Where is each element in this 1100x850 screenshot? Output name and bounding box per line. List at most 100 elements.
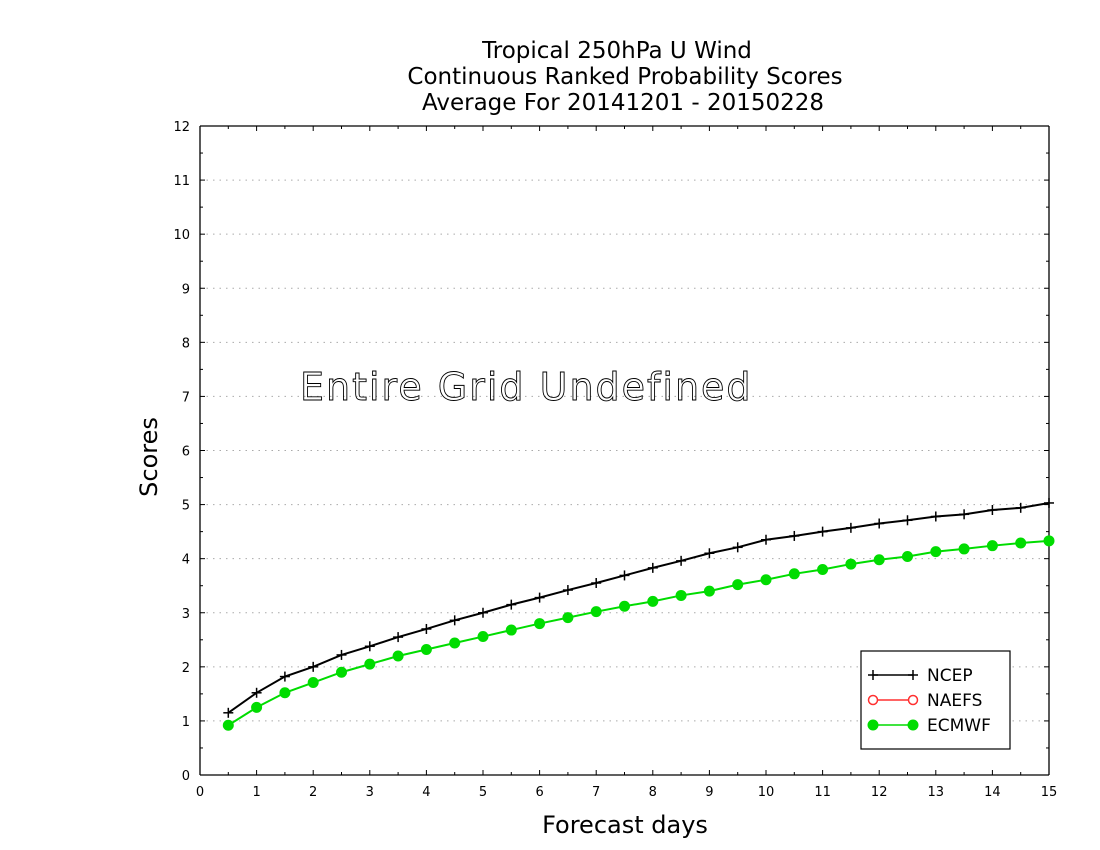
data-point-ecmwf	[788, 568, 800, 580]
data-point-ecmwf	[703, 585, 715, 597]
data-point-ncep	[562, 585, 573, 596]
y-tick-label-6: 6	[182, 445, 190, 460]
data-point-ncep	[959, 509, 970, 520]
data-point-ncep	[761, 534, 771, 545]
legend-item-ecmwf: ECMWF	[867, 716, 991, 736]
data-point-ncep	[874, 518, 885, 529]
series-ncep	[223, 497, 1054, 718]
data-point-ncep	[704, 548, 715, 559]
x-axis-label: Forecast days	[542, 811, 708, 839]
legend-item-naefs: NAEFS	[867, 691, 982, 711]
x-tick-label-0: 0	[196, 785, 204, 800]
y-tick-label-9: 9	[182, 282, 190, 297]
data-point-ncep	[251, 687, 262, 698]
data-point-ecmwf	[477, 631, 489, 643]
data-point-ecmwf	[420, 644, 432, 656]
data-point-ncep	[930, 511, 941, 522]
y-tick-label-7: 7	[182, 390, 190, 405]
data-point-ncep	[364, 641, 375, 652]
x-tick-label-12: 12	[871, 785, 888, 800]
x-tick-label-14: 14	[984, 785, 1001, 800]
y-tick-label-1: 1	[182, 715, 190, 730]
y-tick-label-3: 3	[182, 607, 190, 622]
chart-title-line-1: Tropical 250hPa U Wind	[481, 38, 752, 64]
data-point-ncep	[279, 671, 290, 682]
data-point-ecmwf	[958, 543, 970, 555]
data-point-ecmwf	[817, 563, 829, 575]
data-point-ecmwf	[675, 589, 687, 601]
x-tick-label-8: 8	[649, 785, 657, 800]
x-tick-label-7: 7	[592, 785, 600, 800]
data-point-ecmwf	[619, 600, 630, 612]
data-point-ecmwf	[1043, 535, 1055, 547]
x-tick-label-9: 9	[705, 785, 713, 800]
data-point-ecmwf	[1015, 537, 1027, 549]
data-point-ncep	[591, 578, 602, 589]
data-point-ncep	[223, 707, 234, 718]
legend-label-ncep: NCEP	[927, 666, 973, 686]
chart-title-line-2: Continuous Ranked Probability Scores	[407, 64, 842, 90]
data-point-ecmwf	[364, 658, 376, 670]
data-point-ncep	[789, 530, 800, 541]
data-point-ecmwf	[562, 612, 574, 624]
legend-marker-start-naefs	[867, 694, 879, 706]
data-point-ecmwf	[760, 574, 772, 586]
chart-title-line-3: Average For 20141201 - 20150228	[422, 90, 824, 116]
x-tick-label-11: 11	[814, 785, 831, 800]
data-point-ncep	[647, 562, 658, 573]
y-tick-label-5: 5	[182, 499, 190, 514]
y-tick-label-10: 10	[173, 228, 190, 243]
data-point-ecmwf	[590, 606, 602, 618]
data-point-ecmwf	[449, 637, 461, 649]
legend-item-ncep: NCEP	[868, 666, 973, 686]
data-point-ncep	[845, 522, 856, 533]
data-point-ecmwf	[251, 701, 263, 713]
x-tick-label-10: 10	[758, 785, 775, 800]
data-point-ncep	[393, 632, 404, 643]
x-axis-ticks: 0 1 2 3 4 5 6 7 8 9 10 11 12 13 14 15	[196, 126, 1057, 800]
grid-lines	[200, 179, 1049, 722]
data-point-ecmwf	[845, 558, 857, 570]
x-tick-label-15: 15	[1041, 785, 1058, 800]
data-point-ecmwf	[505, 624, 517, 636]
x-tick-label-5: 5	[479, 785, 487, 800]
x-tick-label-1: 1	[252, 785, 260, 800]
data-point-ecmwf	[534, 618, 546, 630]
data-point-ncep	[421, 623, 432, 634]
data-point-ecmwf	[279, 687, 291, 699]
data-point-ncep	[676, 555, 687, 566]
series-ecmwf	[222, 535, 1055, 731]
data-point-ncep	[817, 526, 828, 537]
data-point-ncep	[336, 649, 347, 660]
data-point-ncep	[478, 607, 488, 618]
data-point-ncep	[308, 661, 319, 672]
legend-label-naefs: NAEFS	[927, 691, 982, 711]
data-point-ecmwf	[902, 551, 913, 563]
y-axis-label: Scores	[135, 417, 163, 497]
data-point-ncep	[1015, 502, 1026, 513]
x-tick-label-2: 2	[309, 785, 317, 800]
data-point-ncep	[987, 504, 998, 515]
legend-marker-start-ecmwf	[867, 719, 879, 731]
data-point-ncep	[449, 615, 460, 626]
legend-label-ecmwf: ECMWF	[927, 716, 991, 736]
y-tick-label-4: 4	[182, 553, 190, 568]
data-point-ncep	[534, 592, 545, 603]
data-point-ncep	[619, 570, 630, 581]
data-point-ecmwf	[732, 579, 744, 591]
legend-marker-start-ncep	[868, 670, 878, 680]
x-tick-label-6: 6	[535, 785, 543, 800]
y-tick-label-12: 12	[173, 120, 190, 135]
x-tick-label-13: 13	[928, 785, 945, 800]
x-tick-label-4: 4	[422, 785, 430, 800]
legend-marker-end-ecmwf	[907, 719, 919, 731]
legend: NCEP NAEFS ECMWF	[860, 650, 1011, 750]
data-point-ecmwf	[930, 546, 942, 558]
data-point-ecmwf	[336, 666, 347, 678]
y-tick-label-2: 2	[182, 661, 190, 676]
chart-title: Tropical 250hPa U Wind Continuous Ranked…	[407, 38, 842, 116]
y-tick-label-0: 0	[182, 769, 190, 784]
data-point-ecmwf	[647, 595, 659, 607]
undefined-grid-annotation: Entire Grid Undefined	[300, 365, 753, 409]
